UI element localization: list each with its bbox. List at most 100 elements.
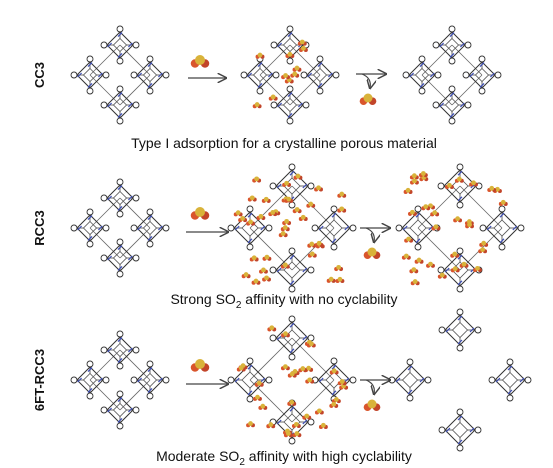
nitrogen [429, 72, 435, 78]
nitrogen [267, 72, 273, 78]
so2-s [257, 52, 263, 58]
so2-s [301, 45, 306, 51]
cage-ring [132, 254, 140, 262]
so2-s [286, 196, 292, 202]
so2-s [416, 257, 422, 263]
nitrogen [457, 439, 463, 445]
nitrogen [127, 102, 133, 108]
linker [451, 44, 483, 76]
cage-ring [146, 240, 154, 248]
cage-ring [116, 85, 124, 93]
nitrogen [486, 225, 492, 231]
nitrogen [402, 225, 408, 231]
cage-ring [86, 392, 94, 400]
so2-s [287, 51, 293, 57]
cage-ring [269, 182, 277, 190]
nitrogen [247, 390, 253, 396]
linker [291, 379, 335, 423]
so2-s [428, 261, 433, 267]
nitrogen [117, 185, 123, 191]
cage-ring [330, 205, 338, 213]
nitrogen [127, 347, 133, 353]
nitrogen [77, 225, 83, 231]
so2-s [294, 65, 300, 71]
cage-ring [288, 353, 296, 361]
linker [119, 227, 151, 259]
so2-s [471, 180, 476, 186]
nitrogen [247, 212, 253, 218]
nitrogen [331, 212, 337, 218]
nitrogen [449, 92, 455, 98]
cage-inner [401, 371, 419, 389]
nitrogen [127, 407, 133, 413]
cage-ring [474, 326, 482, 334]
linker [259, 74, 291, 106]
cage-ring [307, 182, 315, 190]
nitrogen [289, 280, 295, 286]
so2-s [254, 102, 260, 107]
so2-s [264, 275, 269, 281]
cage-ring [270, 41, 278, 49]
linker [89, 349, 121, 381]
nitrogen [302, 183, 308, 189]
cage-ring [307, 266, 315, 274]
row-label: CC3 [32, 62, 47, 88]
nitrogen [260, 377, 266, 383]
so2-s [292, 71, 298, 77]
cage-ring [456, 344, 464, 352]
so2-s [254, 176, 260, 182]
so2-s [195, 207, 205, 217]
caption-text: Strong SO [170, 291, 235, 307]
cage-ring [414, 205, 422, 213]
linker [249, 185, 293, 229]
nitrogen [289, 348, 295, 354]
cage-ring [524, 376, 532, 384]
so2-s [195, 55, 205, 65]
cage-ring [86, 208, 94, 216]
cage-ring [432, 101, 440, 109]
nitrogen [519, 377, 525, 383]
cage-ring [100, 41, 108, 49]
cage-ring [286, 85, 294, 93]
linker [289, 44, 321, 76]
cage-ring [227, 376, 235, 384]
nitrogen [97, 72, 103, 78]
cage-ring [498, 205, 506, 213]
cage-ring [100, 254, 108, 262]
nitrogen [439, 42, 445, 48]
nitrogen [247, 364, 253, 370]
nitrogen [147, 387, 153, 393]
cage-ring [132, 41, 140, 49]
so2-s [293, 421, 299, 427]
cage-ring [438, 326, 446, 334]
nitrogen [107, 407, 113, 413]
so2-s [269, 325, 275, 331]
cage-ring [316, 87, 324, 95]
nitrogen [469, 327, 475, 333]
nitrogen [457, 415, 463, 421]
so2-s [299, 39, 305, 45]
cage-ring [270, 101, 278, 109]
linker [459, 185, 503, 229]
caption-text: Moderate SO [156, 448, 239, 464]
so2-s [289, 399, 295, 405]
linker [417, 185, 461, 229]
nitrogen [495, 377, 501, 383]
nitrogen [318, 225, 324, 231]
so2-s [268, 422, 274, 427]
cage-ring [86, 55, 94, 63]
cage-ring [100, 194, 108, 202]
cage-ring [146, 360, 154, 368]
cage-ring [100, 101, 108, 109]
nitrogen [459, 102, 465, 108]
cage-ring [434, 71, 442, 79]
nitrogen [344, 377, 350, 383]
nitrogen [479, 62, 485, 68]
so2-s [367, 399, 377, 409]
cage-ring [70, 376, 78, 384]
cage-ring [269, 266, 277, 274]
nitrogen [97, 225, 103, 231]
cage-ring [116, 238, 124, 246]
cage-ring [269, 334, 277, 342]
nitrogen [117, 112, 123, 118]
